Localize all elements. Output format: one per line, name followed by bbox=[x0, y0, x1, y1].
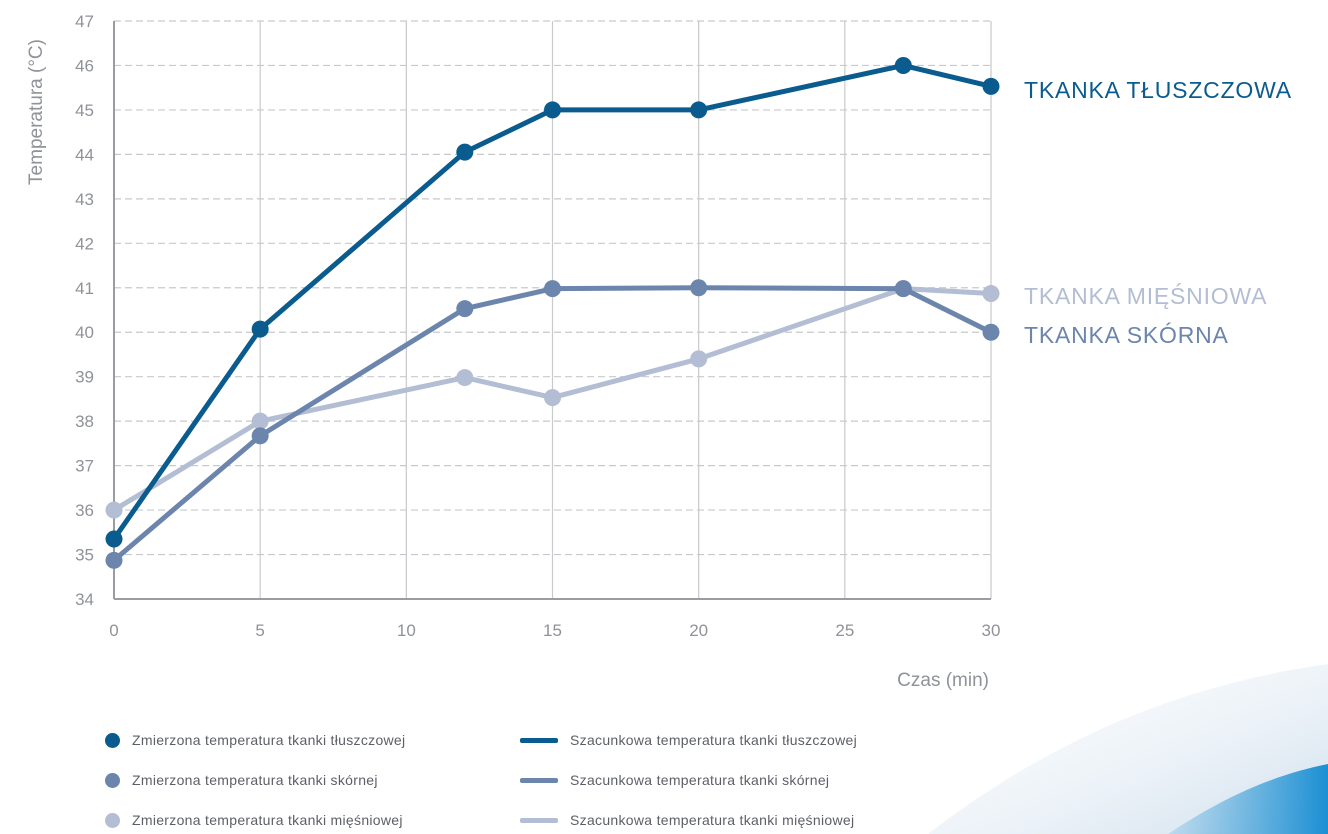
legend-label: Zmierzona temperatura tkanki tłuszczowej bbox=[132, 732, 406, 748]
legend-marker-dot bbox=[105, 812, 120, 828]
legend-label: Szacunkowa temperatura tkanki tłuszczowe… bbox=[570, 732, 857, 748]
series-fat bbox=[105, 56, 1000, 548]
series-skin bbox=[105, 279, 1000, 569]
legend-item-muscle-measured: Zmierzona temperatura tkanki mięśniowej bbox=[100, 810, 520, 830]
x-tick-label: 30 bbox=[982, 621, 1001, 640]
data-point-muscle bbox=[690, 350, 708, 368]
x-tick-label: 5 bbox=[255, 621, 264, 640]
y-tick-label: 46 bbox=[75, 56, 94, 75]
y-tick-label: 34 bbox=[75, 590, 94, 609]
legend-item-skin-measured: Zmierzona temperatura tkanki skórnej bbox=[100, 770, 520, 790]
x-tick-label: 20 bbox=[689, 621, 708, 640]
data-point-skin bbox=[105, 551, 123, 569]
data-point-skin bbox=[251, 427, 269, 445]
series bbox=[105, 56, 1000, 569]
x-tick-label: 10 bbox=[397, 621, 416, 640]
data-point-muscle bbox=[251, 412, 269, 430]
tick-labels: 34 35 36 37 38 39 40 41 42 43 44 45 46 47 0 5 10 15 20 25 30 bbox=[75, 12, 1000, 640]
legend-marker-line bbox=[520, 737, 558, 743]
y-tick-label: 45 bbox=[75, 101, 94, 120]
y-tick-label: 37 bbox=[75, 457, 94, 476]
data-point-fat bbox=[982, 77, 1000, 95]
data-point-muscle bbox=[544, 389, 561, 407]
x-tick-label: 15 bbox=[543, 621, 562, 640]
data-point-muscle bbox=[456, 369, 474, 387]
series-label-skin: TKANKA SKÓRNA bbox=[1024, 322, 1229, 348]
y-tick-label: 47 bbox=[75, 12, 94, 31]
data-point-fat bbox=[251, 320, 269, 338]
x-tick-label: 25 bbox=[835, 621, 854, 640]
legend-item-skin-estimated: Szacunkowa temperatura tkanki skórnej bbox=[520, 770, 980, 790]
y-tick-label: 42 bbox=[75, 234, 94, 253]
series-label-fat: TKANKA TŁUSZCZOWA bbox=[1024, 77, 1292, 103]
legend-marker-dot bbox=[105, 732, 120, 748]
legend-marker-line bbox=[520, 777, 558, 783]
data-point-muscle bbox=[105, 501, 123, 519]
data-point-skin bbox=[894, 280, 912, 298]
data-point-skin bbox=[982, 323, 1000, 341]
data-point-skin bbox=[690, 279, 708, 297]
legend-item-muscle-estimated: Szacunkowa temperatura tkanki mięśniowej bbox=[520, 810, 980, 830]
data-point-skin bbox=[456, 300, 474, 318]
legend-item-fat-measured: Zmierzona temperatura tkanki tłuszczowej bbox=[100, 730, 520, 750]
series-label-muscle: TKANKA MIĘŚNIOWA bbox=[1024, 283, 1268, 309]
legend-marker-dot bbox=[105, 772, 120, 788]
data-point-skin bbox=[544, 280, 561, 298]
line-chart: 34 35 36 37 38 39 40 41 42 43 44 45 46 47 0 5 10 15 20 25 30… bbox=[26, 12, 1000, 691]
legend-label: Szacunkowa temperatura tkanki mięśniowej bbox=[570, 812, 855, 828]
y-tick-label: 41 bbox=[75, 279, 94, 298]
legend-label: Szacunkowa temperatura tkanki skórnej bbox=[570, 772, 830, 788]
legend-label: Zmierzona temperatura tkanki skórnej bbox=[132, 772, 378, 788]
legend-item-fat-estimated: Szacunkowa temperatura tkanki tłuszczowe… bbox=[520, 730, 980, 750]
y-tick-label: 36 bbox=[75, 501, 94, 520]
x-axis-label: Czas (min) bbox=[897, 670, 989, 691]
data-point-fat bbox=[105, 530, 123, 548]
legend: Zmierzona temperatura tkanki tłuszczowej… bbox=[100, 730, 1000, 830]
y-tick-label: 44 bbox=[75, 145, 94, 164]
legend-label: Zmierzona temperatura tkanki mięśniowej bbox=[132, 812, 403, 828]
y-tick-label: 38 bbox=[75, 412, 94, 431]
y-tick-label: 40 bbox=[75, 323, 94, 342]
y-axis-label: Temperatura (°C) bbox=[26, 39, 47, 185]
data-point-fat bbox=[456, 143, 474, 161]
data-point-fat bbox=[894, 56, 912, 74]
legend-marker-line bbox=[520, 817, 558, 823]
x-tick-label: 0 bbox=[109, 621, 118, 640]
data-point-muscle bbox=[982, 285, 1000, 303]
data-point-fat bbox=[544, 101, 561, 119]
data-point-fat bbox=[690, 101, 708, 119]
y-tick-label: 39 bbox=[75, 368, 94, 387]
y-tick-label: 43 bbox=[75, 190, 94, 209]
y-tick-label: 35 bbox=[75, 546, 94, 565]
